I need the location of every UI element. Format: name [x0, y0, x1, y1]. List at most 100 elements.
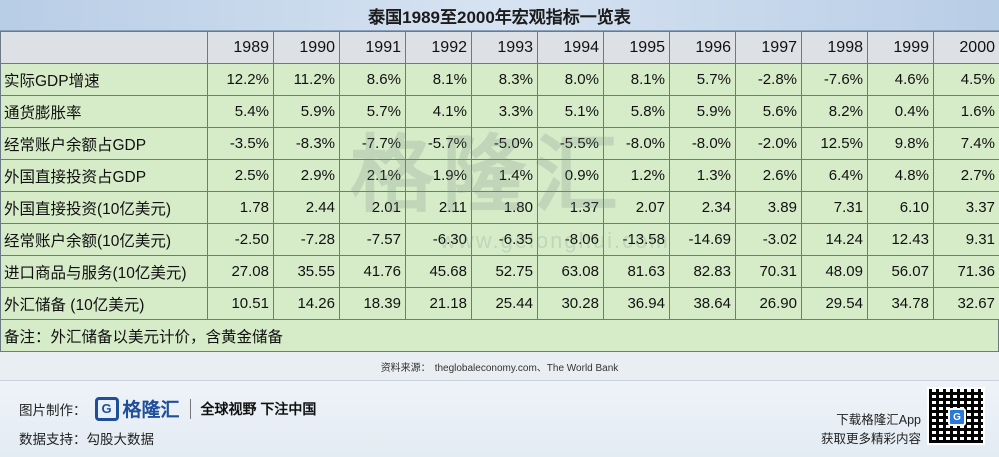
table-cell: 1.37 [537, 191, 604, 224]
year-header: 1994 [537, 31, 604, 64]
table-cell: 2.01 [339, 191, 406, 224]
table-cell: 18.39 [339, 287, 406, 320]
table-cell: 1.3% [669, 159, 736, 192]
table-cell: 6.10 [867, 191, 934, 224]
table-note: 备注：外汇储备以美元计价，含黄金储备 [0, 320, 999, 352]
table-cell: 1.2% [603, 159, 670, 192]
table-cell: 3.89 [735, 191, 802, 224]
table-cell: 0.9% [537, 159, 604, 192]
table-cell: 27.08 [207, 255, 274, 288]
brand-slogan: 全球视野 下注中国 [200, 400, 317, 417]
table-cell: 25.44 [471, 287, 538, 320]
table-cell: -5.5% [537, 127, 604, 160]
brand-logo: G 格隆汇 [94, 395, 180, 422]
table-cell: 4.5% [933, 63, 999, 96]
header-corner [0, 31, 208, 64]
table-cell: 34.78 [867, 287, 934, 320]
table-cell: 2.6% [735, 159, 802, 192]
qr-code-icon[interactable]: G [927, 387, 985, 445]
table-cell: 7.31 [801, 191, 868, 224]
table-cell: 70.31 [735, 255, 802, 288]
source-bar: 资料来源： theglobaleconomy.com、The World Bank [0, 352, 999, 380]
app-more-text: 获取更多精彩内容 [820, 432, 921, 446]
table-cell: -2.50 [207, 223, 274, 256]
table-cell: 48.09 [801, 255, 868, 288]
row-label: 外汇储备 (10亿美元) [0, 287, 208, 320]
table-row: 实际GDP增速 12.2% 11.2% 8.6% 8.1% 8.3% 8.0% 8.1% 5.7… [0, 63, 999, 96]
table-cell: 3.3% [471, 95, 538, 128]
table-cell: -3.5% [207, 127, 274, 160]
year-header: 1998 [801, 31, 868, 64]
table-cell: 21.18 [405, 287, 472, 320]
table-cell: 8.1% [603, 63, 670, 96]
table-cell: 11.2% [273, 63, 340, 96]
table-cell: 2.34 [669, 191, 736, 224]
table-cell: 10.51 [207, 287, 274, 320]
table-cell: -8.06 [537, 223, 604, 256]
macro-indicator-table: 1989 1990 1991 1992 1993 1994 1995 1996 1997 1998… [0, 31, 999, 320]
brand-logo-text: 格隆汇 [122, 400, 180, 421]
table-cell: 9.8% [867, 127, 934, 160]
table-cell: 5.7% [339, 95, 406, 128]
table-cell: -8.0% [669, 127, 736, 160]
table-cell: 29.54 [801, 287, 868, 320]
table-cell: 5.7% [669, 63, 736, 96]
table-cell: 5.9% [273, 95, 340, 128]
table-cell: 1.78 [207, 191, 274, 224]
table-cell: 14.26 [273, 287, 340, 320]
row-label: 外国直接投资占GDP [0, 159, 208, 192]
table-cell: 8.3% [471, 63, 538, 96]
table-cell: 30.28 [537, 287, 604, 320]
table-row: 经常账户余额占GDP -3.5% -8.3% -7.7% -5.7% -5.0% -5.5%… [0, 127, 999, 160]
table-cell: 2.1% [339, 159, 406, 192]
table-cell: 5.9% [669, 95, 736, 128]
footer: 图片制作： G 格隆汇 全球视野 下注中国 数据支持：勾股大数据 下载格隆汇Ap… [0, 380, 999, 457]
table-cell: -7.7% [339, 127, 406, 160]
table-row: 外汇储备 (10亿美元) 10.51 14.26 18.39 21.18 25.44 30.… [0, 287, 999, 320]
year-header: 1996 [669, 31, 736, 64]
table-cell: 3.37 [933, 191, 999, 224]
table-cell: 2.9% [273, 159, 340, 192]
table-row: 通货膨胀率 5.4% 5.9% 5.7% 4.1% 3.3% 5.1% 5.8% 5.9% 5.6… [0, 95, 999, 128]
table-cell: -7.28 [273, 223, 340, 256]
table-cell: 8.2% [801, 95, 868, 128]
table-cell: 71.36 [933, 255, 999, 288]
table-cell: 1.9% [405, 159, 472, 192]
row-label: 通货膨胀率 [0, 95, 208, 128]
row-label: 外国直接投资(10亿美元) [0, 191, 208, 224]
table-cell: 26.90 [735, 287, 802, 320]
table-cell: 4.8% [867, 159, 934, 192]
table-cell: 14.24 [801, 223, 868, 256]
table-cell: -2.8% [735, 63, 802, 96]
table-cell: 38.64 [669, 287, 736, 320]
table-cell: 7.4% [933, 127, 999, 160]
data-support: 数据支持：勾股大数据 [19, 432, 154, 447]
year-header: 1993 [471, 31, 538, 64]
source-label: 资料来源： [380, 362, 431, 374]
table-cell: 12.5% [801, 127, 868, 160]
table-cell: 1.4% [471, 159, 538, 192]
table-cell: -7.57 [339, 223, 406, 256]
table-cell: 52.75 [471, 255, 538, 288]
qr-center-logo-icon: G [948, 408, 966, 426]
table-cell: 1.6% [933, 95, 999, 128]
table-cell: 45.68 [405, 255, 472, 288]
year-header: 1995 [603, 31, 670, 64]
header-row: 1989 1990 1991 1992 1993 1994 1995 1996 1997 1998… [0, 31, 999, 64]
table-cell: -14.69 [669, 223, 736, 256]
table-row: 经常账户余额(10亿美元) -2.50 -7.28 -7.57 -6.30 -6.35 -8… [0, 223, 999, 256]
made-by-label: 图片制作： [19, 402, 87, 418]
made-by-row: 图片制作： G 格隆汇 全球视野 下注中国 [19, 395, 316, 422]
table-cell: -2.0% [735, 127, 802, 160]
table-cell: 8.1% [405, 63, 472, 96]
year-header: 1989 [207, 31, 274, 64]
table-cell: 6.4% [801, 159, 868, 192]
table-cell: -5.0% [471, 127, 538, 160]
year-header: 1992 [405, 31, 472, 64]
table-cell: 12.2% [207, 63, 274, 96]
table-cell: 8.0% [537, 63, 604, 96]
table-cell: 8.6% [339, 63, 406, 96]
row-label: 进口商品与服务(10亿美元) [0, 255, 208, 288]
row-label: 经常账户余额(10亿美元) [0, 223, 208, 256]
app-download-text: 下载格隆汇App [836, 413, 921, 427]
